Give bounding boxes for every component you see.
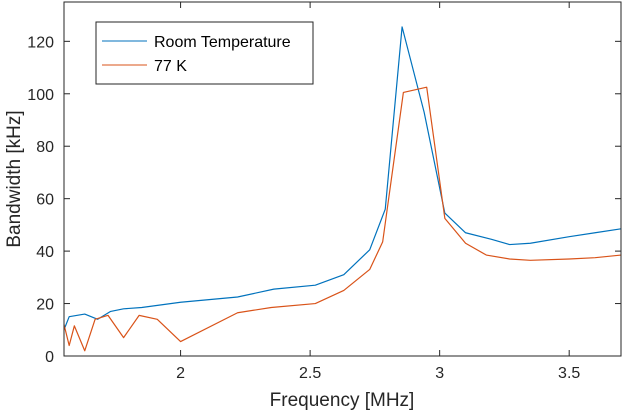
- y-tick-label: 40: [36, 244, 54, 261]
- x-tick-label: 2: [176, 365, 185, 382]
- legend-label-77k: 77 K: [154, 58, 187, 75]
- axes-box: [63, 1, 622, 357]
- legend-label-room-temperature: Room Temperature: [154, 34, 291, 51]
- x-tick-label: 3.5: [558, 365, 580, 382]
- legend-box: [95, 21, 314, 85]
- series-line-0: [63, 26, 622, 331]
- y-tick-label: 80: [36, 139, 54, 156]
- x-axis-label: Frequency [MHz]: [270, 390, 415, 411]
- x-tick-label: 2.5: [299, 365, 321, 382]
- x-tick-label: 3: [435, 365, 444, 382]
- y-tick-label: 100: [27, 87, 54, 104]
- y-tick-label: 20: [36, 297, 54, 314]
- legend: Room Temperature 77 K: [95, 21, 314, 85]
- tick-layer: 2 2.5 3 3.5 0 20 40 60 80 100 120: [27, 2, 621, 382]
- y-tick-label: 0: [45, 349, 54, 366]
- y-tick-label: 60: [36, 192, 54, 209]
- y-tick-label: 120: [27, 34, 54, 51]
- series-layer: [63, 26, 622, 352]
- series-line-1: [63, 86, 622, 352]
- y-axis-label: Bandwidth [kHz]: [4, 110, 25, 247]
